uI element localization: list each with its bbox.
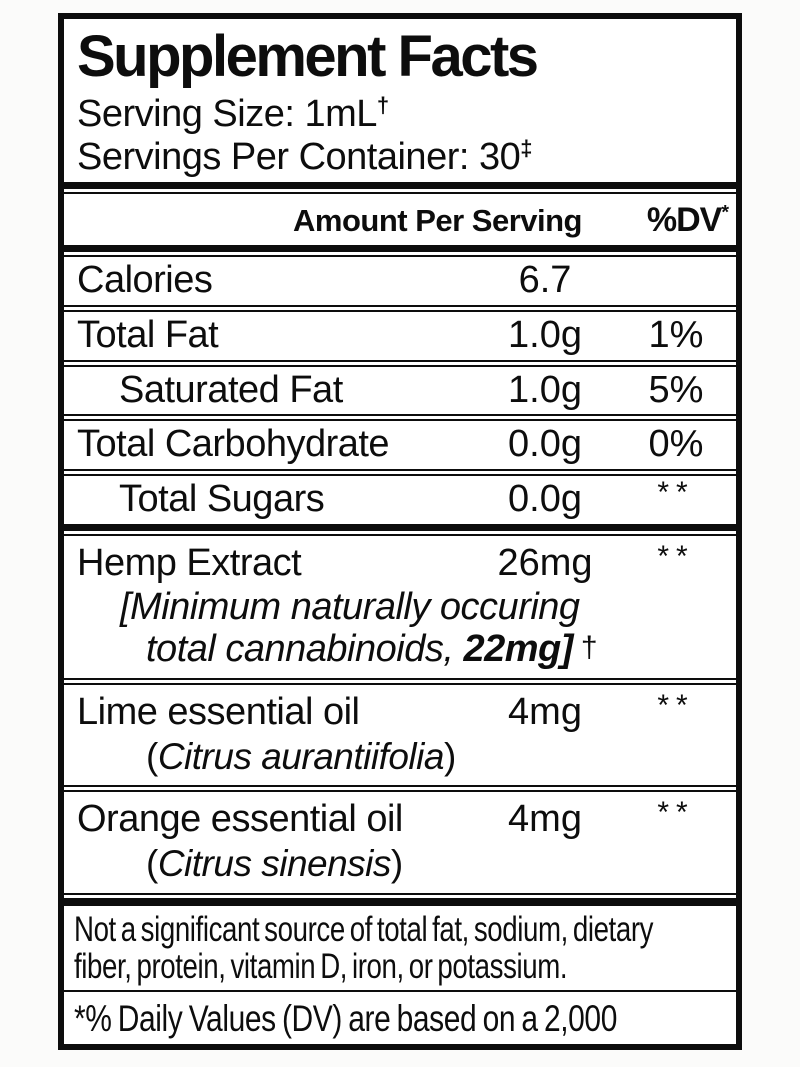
botanical-dv: ** [620, 688, 732, 735]
column-header-row: Amount Per Serving %DV* [64, 194, 736, 245]
hemp-note-line-2: total cannabinoids, 22mg] † [120, 628, 726, 671]
row-divider [64, 414, 736, 422]
nutrient-amount: 1.0g [508, 313, 582, 356]
dv-not-established-mark: ** [657, 796, 695, 830]
hemp-note-dagger: † [580, 631, 598, 665]
section-divider-bar [64, 892, 736, 906]
section-divider-bar [64, 245, 736, 258]
amount-per-serving-header: Amount Per Serving [293, 203, 583, 239]
nutrient-name: Total Sugars [119, 478, 325, 520]
percent-dv-asterisk: * [721, 201, 729, 224]
dv-not-established-mark: ** [657, 688, 695, 722]
botanical-dv: ** [620, 796, 732, 842]
not-significant-line-2: fiber, protein, vitamin D, iron, or pota… [74, 946, 568, 986]
daily-value-footnote: *% Daily Values (DV) are based on a 2,00… [64, 992, 736, 1044]
botanical-name: Orange essential oil [77, 798, 403, 841]
supplement-facts-panel: Supplement Facts Serving Size: 1mL† Serv… [58, 13, 742, 1050]
botanical-amount: 26mg [497, 541, 593, 584]
footnote-divider [64, 989, 736, 992]
servings-per-container-line: Servings Per Container: 30‡ [77, 135, 724, 179]
nutrient-row-total-fat: Total Fat 1.0g 1% [64, 312, 736, 360]
botanical-row-lime-oil: Lime essential oil 4mg ** [64, 685, 736, 737]
nutrient-amount: 0.0g [508, 423, 582, 466]
botanical-dv: ** [620, 539, 732, 586]
nutrient-row-total-sugars: Total Sugars 0.0g ** [64, 476, 736, 524]
nutrient-name: Calories [77, 259, 213, 302]
botanical-row-hemp-extract: Hemp Extract 26mg ** [64, 536, 736, 588]
not-significant-line-1: Not a significant source of total fat, s… [74, 909, 654, 949]
hemp-extract-note: [Minimum naturally occuring total cannab… [64, 587, 736, 678]
nutrient-dv: ** [620, 476, 732, 522]
dv-not-established-mark: ** [657, 539, 695, 573]
percent-dv-header: %DV* [616, 201, 729, 240]
nutrient-name: Total Carbohydrate [77, 423, 390, 466]
nutrient-row-calories: Calories 6.7 [64, 257, 736, 305]
latin-text: Citrus aurantiifolia [157, 735, 445, 777]
open-paren: ( [146, 843, 158, 885]
hemp-note-cannabinoid-amount: 22mg] [463, 628, 573, 671]
orange-latin-name: (Citrus sinensis) [64, 843, 736, 893]
nutrient-dv: 1% [648, 313, 704, 356]
section-divider-bar [64, 523, 736, 536]
botanical-name: Lime essential oil [77, 690, 360, 733]
nutrient-dv: 0% [648, 423, 704, 466]
footnote-line-2: calorie diet. **Daily Value (DV) not est… [74, 1039, 667, 1044]
close-paren: ) [390, 843, 403, 885]
hemp-note-line-1: [Minimum naturally occuring [120, 586, 580, 629]
serving-size-dagger: † [376, 92, 389, 118]
nutrient-amount: 0.0g [508, 478, 582, 520]
footnote-line-1: *% Daily Values (DV) are based on a 2,00… [74, 997, 617, 1039]
nutrient-row-saturated-fat: Saturated Fat 1.0g 5% [64, 367, 736, 415]
panel-title: Supplement Facts [77, 24, 539, 89]
nutrient-name: Saturated Fat [119, 368, 343, 411]
botanical-amount: 4mg [508, 798, 582, 841]
close-paren: ) [443, 735, 456, 777]
botanical-amount: 4mg [508, 690, 582, 733]
serving-size-line: Serving Size: 1mL† [77, 93, 724, 136]
latin-text: Citrus sinensis [157, 843, 392, 885]
row-divider [64, 304, 736, 312]
nutrient-dv: 5% [648, 368, 704, 411]
botanical-row-orange-oil: Orange essential oil 4mg ** [64, 792, 736, 844]
nutrient-amount: 1.0g [508, 368, 582, 411]
lime-latin-name: (Citrus aurantiifolia) [64, 735, 736, 786]
dv-not-established-mark: ** [657, 476, 695, 509]
servings-per-container-mark: ‡ [520, 135, 533, 161]
nutrient-amount: 6.7 [518, 259, 572, 302]
nutrient-row-total-carbohydrate: Total Carbohydrate 0.0g 0% [64, 421, 736, 469]
row-divider [64, 677, 736, 685]
panel-head: Supplement Facts Serving Size: 1mL† Serv… [64, 19, 736, 182]
row-divider [64, 359, 736, 367]
nutrient-name: Total Fat [77, 313, 219, 356]
serving-size-text: Serving Size: 1mL [77, 93, 377, 136]
percent-dv-text: %DV [646, 201, 722, 240]
not-significant-note: Not a significant source of total fat, s… [64, 906, 736, 990]
servings-per-container-text: Servings Per Container: 30 [77, 135, 521, 178]
hemp-note-line-2-text: total cannabinoids, [146, 628, 464, 671]
section-divider-bar [64, 182, 736, 195]
botanical-name: Hemp Extract [77, 541, 302, 584]
row-divider [64, 785, 736, 793]
row-divider [64, 469, 736, 476]
open-paren: ( [146, 735, 158, 777]
